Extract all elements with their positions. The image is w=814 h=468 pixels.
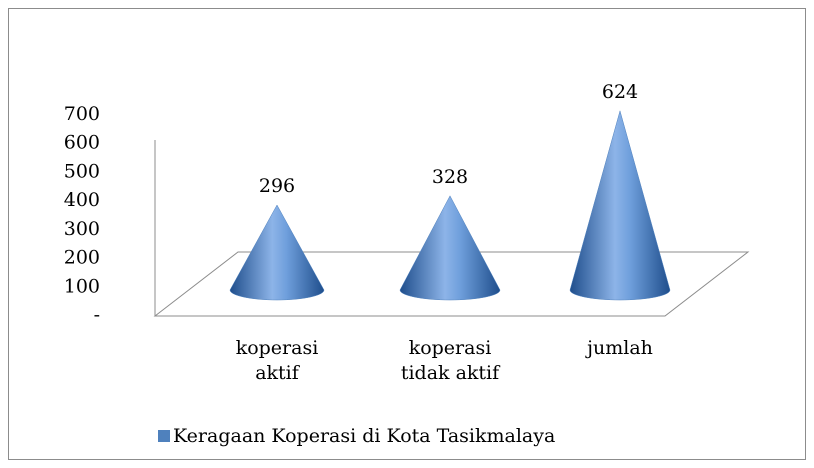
y-tick-label: 500 <box>64 160 100 182</box>
cone <box>399 195 501 301</box>
value-label: 328 <box>432 166 468 188</box>
value-label: 624 <box>602 81 638 103</box>
y-tick-label: - <box>94 304 100 326</box>
y-tick-label: 300 <box>64 218 100 240</box>
y-tick-label: 400 <box>64 189 100 211</box>
floor <box>153 251 750 317</box>
cone <box>569 109 671 301</box>
chart-border <box>8 8 806 460</box>
legend-swatch <box>158 430 170 442</box>
y-tick-label: 100 <box>64 275 100 297</box>
y-tick-label: 600 <box>64 132 100 154</box>
y-tick-label: 200 <box>64 247 100 269</box>
y-tick-label: 700 <box>64 103 100 125</box>
x-tick-label: koperasi aktif <box>235 337 319 384</box>
cone <box>229 204 325 301</box>
x-tick-label: koperasi tidak aktif <box>400 337 500 384</box>
value-label: 296 <box>259 175 295 197</box>
legend-label: Keragaan Koperasi di Kota Tasikmalaya <box>173 425 555 447</box>
x-tick-label: jumlah <box>587 337 653 359</box>
